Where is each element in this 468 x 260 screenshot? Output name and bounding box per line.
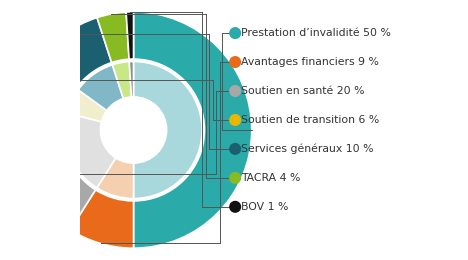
- Circle shape: [230, 86, 241, 96]
- Wedge shape: [129, 61, 133, 97]
- Wedge shape: [38, 18, 112, 88]
- Wedge shape: [112, 62, 132, 99]
- Wedge shape: [97, 158, 133, 199]
- Text: Services généraux 10 %: Services généraux 10 %: [241, 144, 373, 154]
- Text: TACRA 4 %: TACRA 4 %: [241, 173, 300, 183]
- Wedge shape: [70, 190, 133, 248]
- Wedge shape: [65, 113, 116, 188]
- Wedge shape: [15, 101, 95, 230]
- Circle shape: [230, 202, 241, 212]
- Circle shape: [230, 115, 241, 125]
- Circle shape: [230, 28, 241, 38]
- Text: Prestation d’invalidité 50 %: Prestation d’invalidité 50 %: [241, 28, 391, 38]
- Wedge shape: [78, 65, 124, 110]
- Wedge shape: [97, 12, 129, 63]
- Circle shape: [230, 173, 241, 183]
- Text: Avantages financiers 9 %: Avantages financiers 9 %: [241, 57, 379, 67]
- Text: Soutien en santé 20 %: Soutien en santé 20 %: [241, 86, 365, 96]
- Wedge shape: [67, 90, 107, 122]
- Circle shape: [230, 144, 241, 154]
- Circle shape: [230, 57, 241, 67]
- Text: BOV 1 %: BOV 1 %: [241, 202, 288, 212]
- Text: Soutien de transition 6 %: Soutien de transition 6 %: [241, 115, 380, 125]
- Wedge shape: [133, 61, 202, 199]
- Wedge shape: [126, 12, 133, 59]
- Wedge shape: [19, 61, 76, 112]
- Circle shape: [102, 98, 166, 162]
- Wedge shape: [133, 12, 252, 248]
